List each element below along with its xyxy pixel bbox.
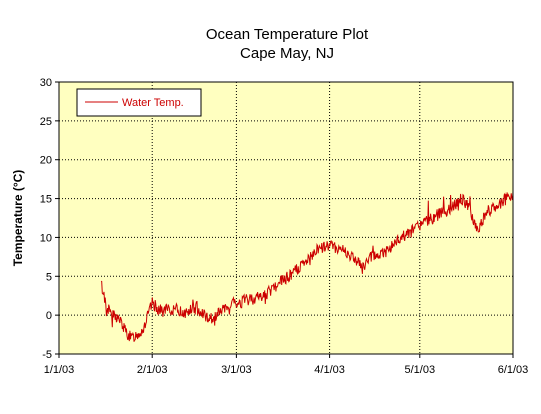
y-tick-label: 5	[46, 271, 52, 283]
y-tick-label: 0	[46, 310, 52, 322]
plot-background	[59, 82, 513, 354]
x-tick-label: 2/1/03	[137, 364, 168, 376]
x-tick-label: 3/1/03	[221, 364, 252, 376]
y-tick-label: 30	[40, 77, 52, 89]
y-tick-label: 15	[40, 194, 52, 206]
y-axis-title: Temperature (°C)	[11, 170, 25, 267]
legend-label: Water Temp.	[122, 97, 184, 109]
plot-border	[58, 81, 514, 355]
y-tick-label: 20	[40, 155, 52, 167]
x-tick-label: 5/1/03	[404, 364, 435, 376]
x-tick-label: 4/1/03	[314, 364, 345, 376]
chart-subtitle: Cape May, NJ	[240, 45, 334, 62]
plot-area: -5 0 5 10 15 20 25 30 1/1/03 2/1/03 3/1/03 4/1/03 5/…	[40, 77, 529, 376]
y-tick-label: -5	[42, 349, 52, 361]
series-line-water-temp	[100, 191, 514, 342]
y-tick-label: 10	[40, 232, 52, 244]
chart-title: Ocean Temperature Plot	[206, 26, 369, 43]
legend: Water Temp.	[76, 88, 202, 117]
y-tick-label: 25	[40, 116, 52, 128]
x-tick-label: 6/1/03	[498, 364, 529, 376]
x-tick-label: 1/1/03	[44, 364, 75, 376]
